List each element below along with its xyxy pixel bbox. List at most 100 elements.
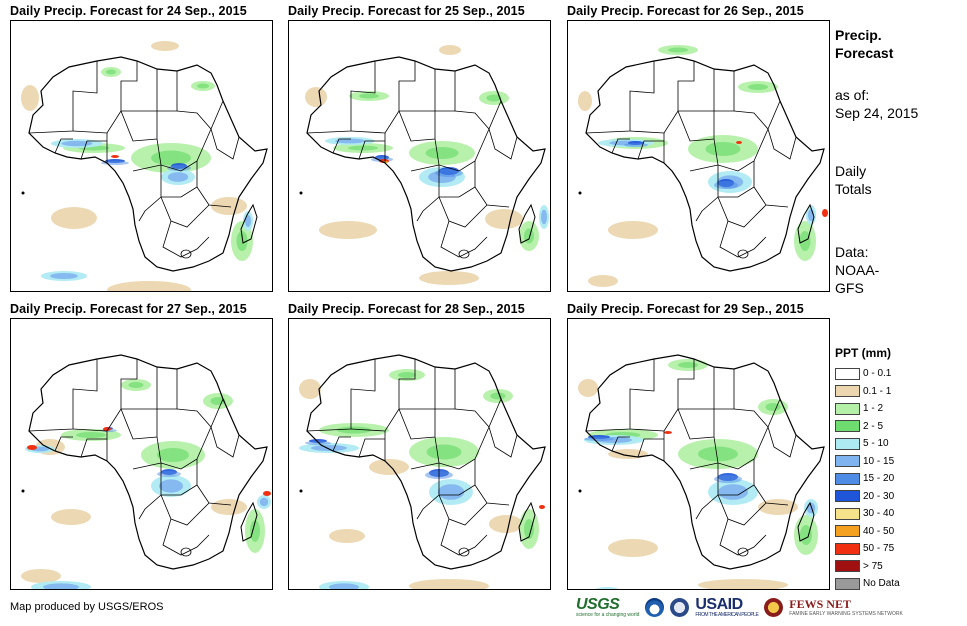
africa-coastline [306, 56, 546, 272]
legend-rows: 0 - 0.1 0.1 - 1 1 - 2 2 - 5 5 - 10 10 - 15 15 … [835, 365, 900, 593]
legend-swatch [835, 455, 860, 468]
ppt-legend: PPT (mm) 0 - 0.1 0.1 - 1 1 - 2 2 - 5 5 - 10 1… [835, 346, 900, 593]
usgs-logo: USGS science for a changing world [576, 596, 639, 618]
africa-precip-map [299, 354, 546, 589]
legend-swatch [835, 402, 860, 415]
africa-coastline [28, 56, 268, 272]
usaid-logo: USAID FROM THE AMERICAN PEOPLE [695, 596, 758, 618]
legend-label: 20 - 30 [863, 490, 895, 502]
africa-precip-map [21, 41, 268, 291]
madagascar-outline [797, 501, 815, 542]
island-marker [578, 191, 582, 195]
forecast-panel-6: Daily Precip. Forecast for 29 Sep., 2015 [567, 302, 832, 590]
legend-label: 15 - 20 [863, 473, 895, 485]
legend-swatch [835, 472, 860, 485]
asof-date: Sep 24, 2015 [835, 105, 919, 121]
map-credit: Map produced by USGS/EROS [10, 601, 164, 613]
island-marker [578, 489, 582, 493]
forecast-map [10, 318, 273, 590]
usgs-tagline: science for a changing world [576, 612, 640, 618]
legend-swatch [835, 560, 860, 573]
accumulation-period: Daily Totals [835, 162, 872, 198]
product-title-line: Precip. [835, 27, 882, 43]
forecast-panel-2: Daily Precip. Forecast for 25 Sep., 2015 [288, 4, 553, 292]
forecast-panel-4: Daily Precip. Forecast for 27 Sep., 2015 [10, 302, 275, 590]
country-borders [585, 359, 797, 557]
totals-line: Daily [835, 163, 867, 179]
product-title-line: Forecast [835, 45, 894, 61]
legend-item: 10 - 15 [835, 453, 900, 471]
legend-item: 30 - 40 [835, 505, 900, 523]
legend-swatch [835, 507, 860, 520]
madagascar-outline [797, 203, 815, 244]
fews-net-logo-text: FEWS NET [789, 597, 851, 611]
data-line: GFS [835, 280, 864, 296]
legend-label: 40 - 50 [863, 525, 895, 537]
legend-item: > 75 [835, 558, 900, 576]
forecast-map [567, 318, 830, 590]
legend-label: 0.1 - 1 [863, 385, 892, 397]
legend-item: 40 - 50 [835, 523, 900, 541]
precip-field [299, 369, 545, 589]
legend-label: No Data [863, 578, 900, 590]
island-marker [21, 191, 25, 195]
country-borders [306, 61, 518, 259]
madagascar-outline [518, 203, 536, 244]
madagascar-outline [518, 501, 536, 542]
legend-item: No Data [835, 575, 900, 593]
fews-net-logo: FEWS NET FAMINE EARLY WARNING SYSTEMS NE… [789, 597, 903, 617]
legend-swatch [835, 525, 860, 538]
legend-label: 30 - 40 [863, 508, 895, 520]
legend-item: 50 - 75 [835, 540, 900, 558]
africa-coastline [306, 354, 546, 570]
legend-label: 2 - 5 [863, 420, 884, 432]
legend-swatch [835, 385, 860, 398]
dhs-seal-icon [670, 597, 690, 617]
legend-label: 0 - 0.1 [863, 368, 892, 380]
island-marker [299, 489, 303, 493]
usgs-logo-text: USGS [576, 596, 620, 613]
product-title: Precip. Forecast [835, 26, 893, 62]
country-borders [585, 61, 797, 259]
legend-swatch [835, 490, 860, 503]
island-marker [21, 489, 25, 493]
legend-swatch [835, 577, 860, 590]
panel-title: Daily Precip. Forecast for 25 Sep., 2015 [288, 4, 525, 18]
legend-item: 0 - 0.1 [835, 365, 900, 383]
logo-strip: USGS science for a changing world USAID … [576, 596, 903, 618]
noaa-logo-icon [645, 597, 665, 617]
country-borders [28, 359, 240, 557]
legend-item: 15 - 20 [835, 470, 900, 488]
panel-title: Daily Precip. Forecast for 29 Sep., 2015 [567, 302, 804, 316]
legend-item: 0.1 - 1 [835, 383, 900, 401]
legend-label: 10 - 15 [863, 455, 895, 467]
legend-item: 2 - 5 [835, 418, 900, 436]
legend-swatch [835, 542, 860, 555]
legend-swatch [835, 367, 860, 380]
panel-title: Daily Precip. Forecast for 24 Sep., 2015 [10, 4, 247, 18]
africa-precip-map [578, 354, 825, 589]
forecast-panel-3: Daily Precip. Forecast for 26 Sep., 2015 [567, 4, 832, 292]
panel-title: Daily Precip. Forecast for 27 Sep., 2015 [10, 302, 247, 316]
panel-title: Daily Precip. Forecast for 26 Sep., 2015 [567, 4, 804, 18]
madagascar-outline [240, 203, 258, 244]
data-source: Data: NOAA- GFS [835, 243, 879, 297]
africa-precip-map [21, 354, 271, 589]
data-line: Data: [835, 244, 869, 260]
legend-item: 20 - 30 [835, 488, 900, 506]
fews-net-emblem-icon [764, 597, 784, 617]
totals-line: Totals [835, 181, 872, 197]
precip-field [578, 45, 828, 287]
country-borders [28, 61, 240, 259]
forecast-panel-5: Daily Precip. Forecast for 28 Sep., 2015 [288, 302, 553, 590]
legend-label: 1 - 2 [863, 403, 884, 415]
usaid-logo-text: USAID [695, 596, 743, 613]
precip-field [21, 41, 253, 291]
forecast-panel-1: Daily Precip. Forecast for 24 Sep., 2015 [10, 4, 275, 292]
legend-label: 50 - 75 [863, 543, 895, 555]
legend-swatch [835, 437, 860, 450]
precip-field [305, 45, 549, 285]
island-marker [299, 191, 303, 195]
forecast-map [10, 20, 273, 292]
issue-date: as of: Sep 24, 2015 [835, 86, 918, 122]
